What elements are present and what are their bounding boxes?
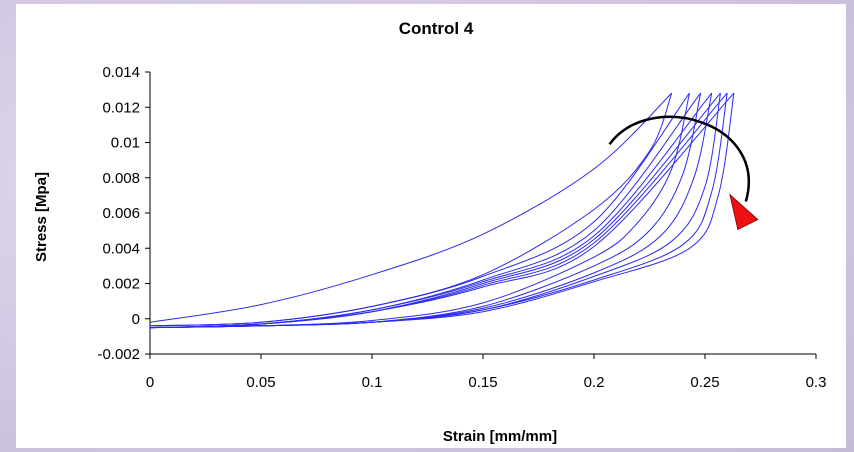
x-tick-label: 0.3 bbox=[806, 374, 827, 391]
y-tick-label: 0 bbox=[132, 311, 140, 328]
y-tick-label: 0.014 bbox=[102, 64, 140, 81]
y-tick-label: 0.004 bbox=[102, 240, 140, 257]
x-tick-label: 0 bbox=[146, 374, 154, 391]
y-axis-label: Stress [Mpa] bbox=[33, 172, 50, 262]
annotation-layer bbox=[608, 115, 759, 231]
series-line-3 bbox=[149, 92, 690, 327]
x-tick-label: 0.15 bbox=[468, 374, 497, 391]
ticks-layer: 0 0.05 0.1 0.15 0.2 0.25 0.3 0.014 0.012 0.01 0.00… bbox=[97, 64, 826, 391]
y-tick-label: 0.006 bbox=[102, 205, 140, 222]
series-layer bbox=[149, 92, 735, 329]
stress-strain-chart: Control 4 0 0.05 0.1 0.15 0.2 0.25 0.3 0.014 0.0… bbox=[33, 19, 826, 445]
y-tick-label: -0.002 bbox=[97, 346, 140, 363]
y-tick-label: 0.002 bbox=[102, 276, 140, 293]
annotation-arrowhead bbox=[729, 193, 759, 231]
x-tick-label: 0.25 bbox=[690, 374, 719, 391]
y-tick-label: 0.01 bbox=[111, 135, 140, 152]
series-line-14 bbox=[149, 93, 735, 329]
y-tick-label: 0.008 bbox=[102, 170, 140, 187]
series-line-1 bbox=[149, 92, 673, 323]
y-tick-label: 0.012 bbox=[102, 99, 140, 116]
x-axis-label: Strain [mm/mm] bbox=[443, 428, 557, 445]
annotation-arrow-curve bbox=[608, 115, 750, 202]
x-tick-label: 0.1 bbox=[362, 374, 383, 391]
x-tick-label: 0.05 bbox=[246, 374, 275, 391]
chart-card: Control 4 0 0.05 0.1 0.15 0.2 0.25 0.3 0.014 0.0… bbox=[16, 4, 846, 448]
x-tick-label: 0.2 bbox=[584, 374, 605, 391]
series-line-13 bbox=[149, 92, 735, 329]
chart-title: Control 4 bbox=[399, 19, 474, 38]
